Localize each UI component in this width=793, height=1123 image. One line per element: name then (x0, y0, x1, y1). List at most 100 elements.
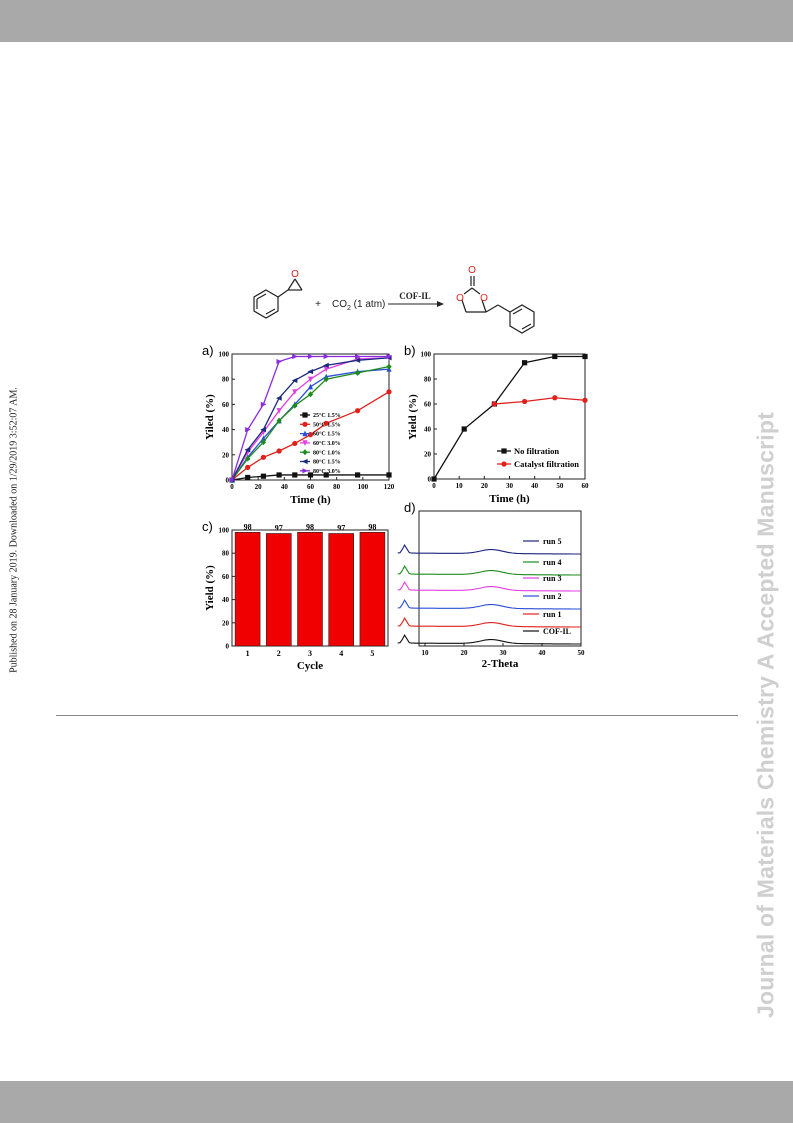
panel-label: a) (202, 343, 214, 358)
y-tick-label: 100 (219, 527, 230, 535)
y-tick-label: 0 (226, 643, 230, 651)
data-point (323, 362, 329, 368)
y-tick-label: 100 (219, 351, 230, 359)
data-point (276, 408, 282, 414)
panel-label: c) (202, 519, 213, 534)
data-point (461, 426, 467, 432)
legend-marker (302, 440, 308, 446)
x-tick-label: 4 (339, 649, 343, 658)
legend-label: run 3 (543, 574, 561, 583)
data-point (292, 402, 298, 409)
x-tick-label: 3 (308, 649, 312, 658)
series-line (433, 355, 585, 480)
data-point (582, 353, 588, 360)
reaction-arrowhead (437, 301, 444, 307)
x-tick-label: 2 (277, 649, 281, 658)
data-point (582, 397, 588, 403)
x-axis-title: Time (h) (489, 493, 530, 505)
data-point (276, 417, 282, 424)
co2-label: CO (332, 299, 347, 310)
panel-b-filtration-test: b) 0 10 20 30 40 50 60 0 20 40 60 80 100 Time (h) Yield… (404, 343, 589, 505)
bar (297, 532, 323, 647)
data-point (386, 389, 392, 395)
data-point (260, 473, 266, 479)
y-tick-label: 80 (222, 550, 230, 558)
y-tick-label: 80 (424, 376, 432, 384)
legend-marker (302, 468, 309, 474)
styrene-oxide-structure (253, 278, 303, 319)
y-tick-label: 60 (424, 401, 432, 409)
data-point (260, 454, 266, 460)
x-tick-label: 30 (506, 482, 514, 490)
data-point (245, 464, 251, 470)
y-tick-label: 40 (424, 426, 432, 434)
xrd-pattern-line (397, 616, 581, 628)
data-point (276, 448, 282, 454)
epoxide-oxygen-label: O (291, 269, 299, 280)
data-point (355, 408, 361, 414)
bar-value-label: 98 (368, 522, 376, 531)
legend-marker (302, 449, 308, 456)
data-point (307, 369, 314, 375)
legend-label: 80°C 3.0% (313, 468, 341, 475)
xrd-series-6: COF-IL (397, 627, 581, 645)
panel-a-yield-vs-time: a) 0 20 40 60 80 100 120 0 20 40 60 80 100 Time (h) Yil… (202, 343, 395, 506)
bar (234, 532, 261, 647)
xrd-series-2: run 4 (397, 558, 581, 576)
legend-label: 25°C 1.5% (313, 412, 341, 419)
data-point (307, 383, 314, 390)
x-tick-label: 20 (461, 649, 469, 657)
x-tick-label: 50 (578, 649, 586, 657)
data-point (431, 476, 437, 482)
x-tick-label: 120 (384, 483, 395, 491)
legend-label: 50°C 1.5% (313, 421, 341, 428)
data-point (522, 360, 528, 366)
data-point (292, 472, 298, 478)
series-6: 80°C 1.5% (228, 355, 392, 483)
x-tick-label: 40 (531, 482, 539, 490)
carbonyl-oxygen-label: O (468, 265, 476, 276)
x-tick-label: 40 (539, 649, 547, 657)
x-tick-label: 60 (307, 483, 315, 491)
x-tick-label: 0 (230, 483, 234, 491)
panel-c-recycling-bars: c) 0 20 40 60 80 100 98 1 97 2 98 3 97 4 98 5 Cycle Yield … (202, 519, 389, 672)
y-tick-label: 40 (222, 426, 230, 434)
bar-value-label: 97 (337, 523, 345, 532)
series-line (231, 355, 389, 481)
data-point (552, 395, 558, 401)
x-tick-label: 10 (456, 482, 464, 490)
data-point (323, 366, 329, 373)
xrd-series-5: run 1 (397, 610, 581, 628)
data-point (307, 391, 314, 398)
data-point (292, 389, 298, 395)
xrd-pattern-line (397, 580, 581, 592)
y-tick-label: 20 (222, 451, 230, 459)
panel-label: d) (404, 500, 416, 515)
plus-sign: + (315, 299, 321, 310)
co2-subscript: 2 (347, 305, 351, 312)
x-tick-label: 10 (422, 649, 430, 657)
data-point (276, 472, 282, 478)
data-point (276, 395, 282, 401)
x-tick-label: 100 (358, 483, 369, 491)
y-tick-label: 100 (421, 351, 432, 359)
co2-reagent: CO2 (1 atm) (332, 299, 385, 312)
plot-frame (418, 510, 582, 647)
x-axis-title: 2-Theta (482, 658, 519, 670)
data-point (244, 447, 251, 453)
data-point (229, 477, 236, 483)
x-tick-label: 1 (246, 649, 250, 658)
series-7: 80°C 3.0% (229, 353, 393, 483)
x-axis-title: Cycle (297, 660, 323, 672)
xrd-series-1: run 5 (397, 537, 581, 555)
legend-marker (501, 448, 507, 454)
y-axis-title: Yield (%) (407, 394, 419, 440)
legend-label: run 5 (543, 537, 561, 546)
bottom-footer-band (0, 1081, 793, 1123)
xrd-series-3: run 3 (397, 574, 581, 592)
legend-label: run 2 (543, 592, 561, 601)
x-tick-label: 5 (370, 649, 374, 658)
y-axis-title: Yield (%) (204, 565, 216, 611)
co2-condition: (1 atm) (351, 299, 385, 310)
